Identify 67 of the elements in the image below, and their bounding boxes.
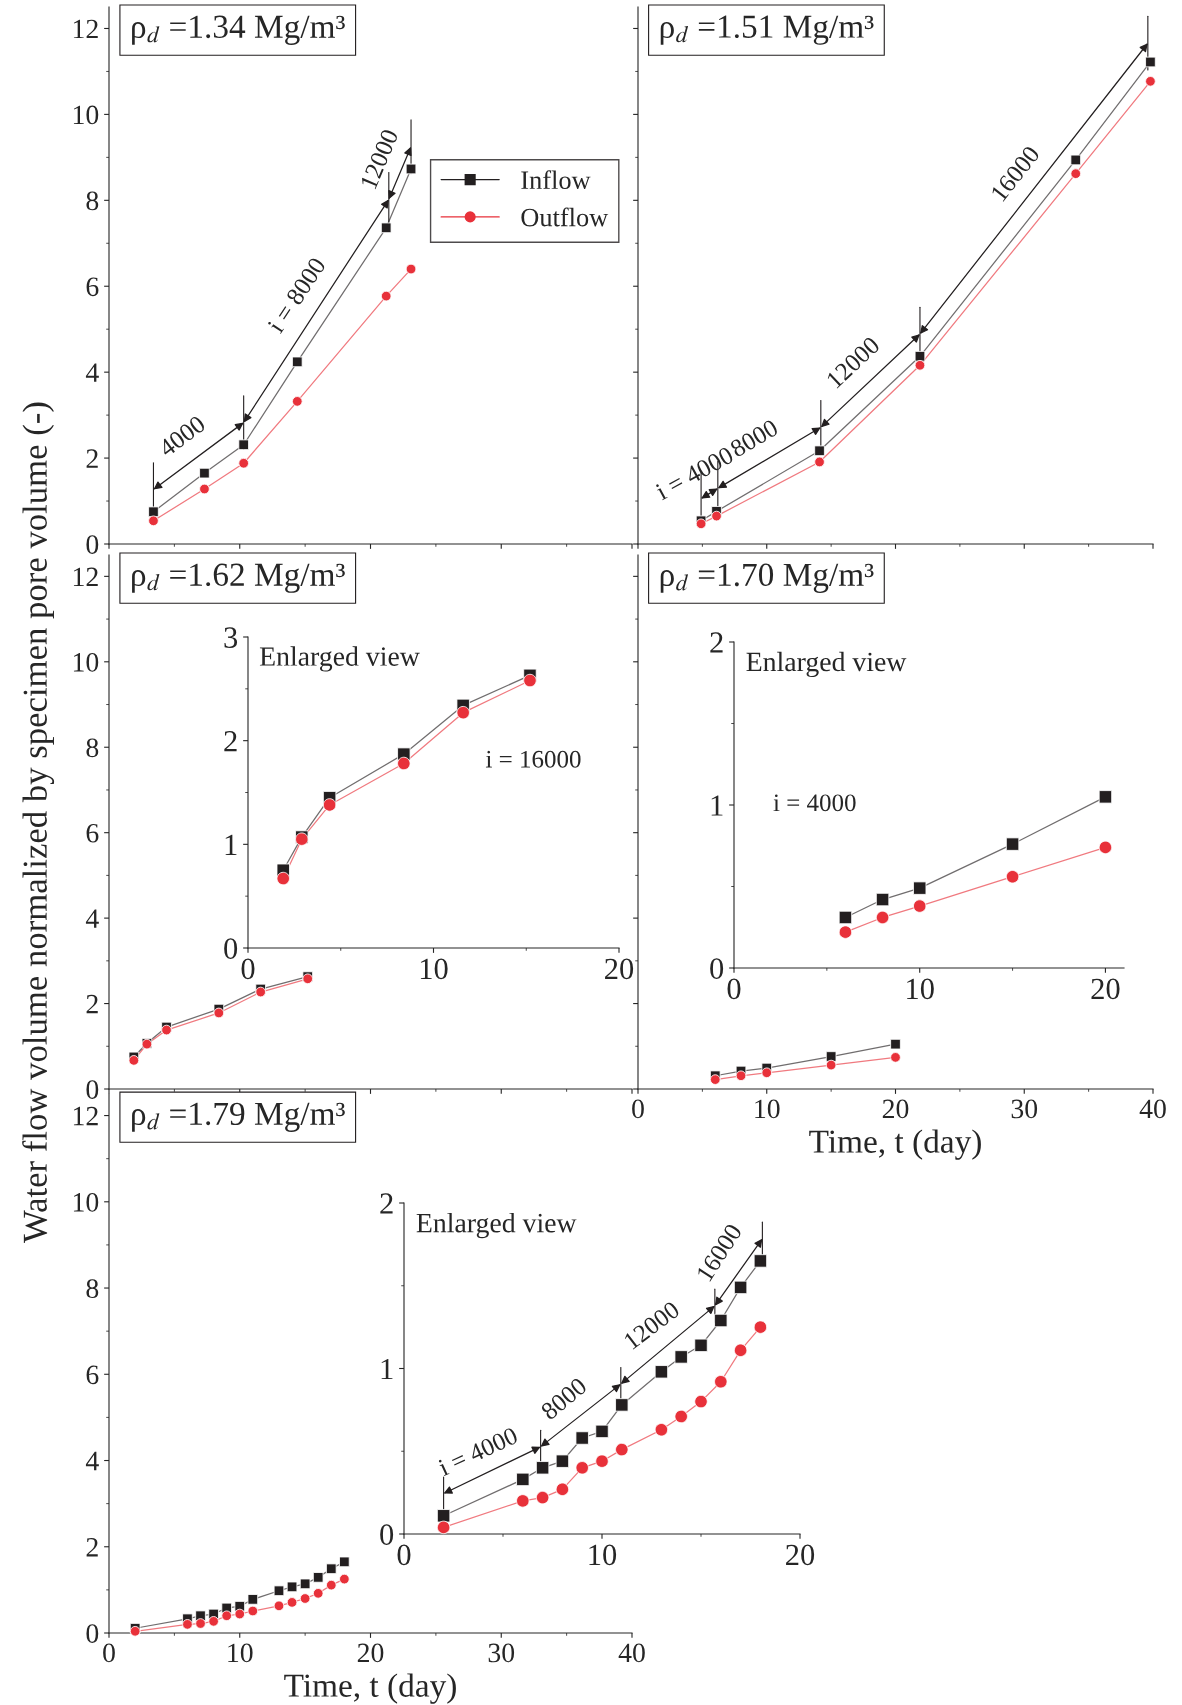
y-tick-label: 12: [73, 19, 98, 39]
chart-title: ρ$_{d}$ =1.79 Mg/m³: [132, 1102, 345, 1132]
y-tick-label: 8: [86, 191, 99, 211]
y-tick-label: 8: [86, 738, 99, 758]
y-tick-label: 0: [86, 535, 99, 554]
y-tick-label: 3: [224, 627, 238, 648]
y-tick-label: 4: [85, 909, 99, 928]
x-tick-label: 10: [589, 1544, 617, 1566]
x-tick-label: 20: [1091, 978, 1120, 1000]
annotation: 8000: [539, 1376, 588, 1421]
x-tick-label: 10: [755, 1099, 780, 1119]
y-tick-label: 10: [73, 105, 99, 125]
y-tick-label: 4: [85, 1451, 99, 1471]
chart-title: Enlarged view: [746, 651, 907, 678]
x-tick-label: 20: [357, 1643, 384, 1663]
y-tick-label: 1: [225, 834, 237, 855]
y-tick-label: 0: [86, 1080, 99, 1099]
x-tick-label: 30: [1011, 1099, 1038, 1119]
annotation: i = 4000: [437, 1426, 519, 1477]
annotation: 4000: [157, 414, 207, 458]
legend-label: Inflow: [521, 170, 591, 190]
x-tick-label: 0: [241, 958, 255, 980]
y-tick-label: 1: [711, 795, 723, 816]
y-tick-label: 0: [224, 938, 238, 959]
y-tick-label: 2: [86, 449, 98, 468]
y-tick-label: 2: [710, 632, 723, 653]
y-tick-label: 4: [85, 363, 99, 382]
y-tick-label: 2: [380, 1193, 393, 1214]
x-tick-label: 30: [488, 1643, 515, 1663]
y-tick-label: 2: [224, 731, 237, 752]
x-tick-label: 0: [103, 1643, 115, 1663]
x-tick-label: 20: [786, 1544, 815, 1566]
x-tick-label: 20: [882, 1099, 909, 1119]
chart-title: Enlarged view: [259, 646, 420, 672]
x-tick-label: 20: [605, 958, 634, 980]
legend-label: Outflow: [521, 207, 609, 227]
annotation: 12000: [360, 128, 399, 190]
y-tick-label: 12: [73, 1106, 98, 1126]
chart-title: ρ$_{d}$ =1.34 Mg/m³: [132, 15, 345, 45]
y-tick-label: 0: [380, 1524, 394, 1545]
x-axis-title: Time, t (day): [809, 1129, 981, 1160]
y-tick-label: 1: [381, 1358, 393, 1380]
y-tick-label: 2: [86, 1538, 98, 1557]
chart-title: ρ$_{d}$ =1.62 Mg/m³: [132, 563, 345, 593]
chart-title: ρ$_{d}$ =1.51 Mg/m³: [660, 15, 874, 45]
x-tick-label: 40: [1139, 1099, 1166, 1119]
x-tick-label: 0: [727, 978, 741, 1000]
chart-title: ρ$_{d}$ =1.70 Mg/m³: [660, 563, 874, 593]
y-tick-label: 10: [73, 1192, 99, 1212]
x-tick-label: 0: [397, 1544, 411, 1566]
y-tick-label: 6: [86, 823, 99, 843]
x-tick-label: 40: [618, 1643, 645, 1663]
x-tick-label: 10: [907, 978, 934, 1000]
chart-title: Enlarged view: [416, 1212, 577, 1239]
annotation: i = 4000: [773, 794, 856, 812]
x-tick-label: 10: [420, 958, 448, 980]
y-tick-label: 8: [86, 1279, 99, 1298]
y-tick-label: 12: [73, 567, 98, 586]
y-tick-label: 6: [86, 277, 99, 297]
y-tick-label: 2: [86, 994, 98, 1014]
annotation: i = 16000: [485, 750, 581, 768]
y-axis-title: Water flow volume normalized by specimen pore volume (-): [22, 402, 55, 1243]
y-tick-label: 0: [86, 1624, 99, 1643]
y-tick-label: 6: [86, 1365, 99, 1385]
y-tick-label: 10: [73, 652, 99, 672]
x-tick-label: 0: [632, 1099, 644, 1119]
x-axis-title: Time, t (day): [284, 1673, 456, 1704]
